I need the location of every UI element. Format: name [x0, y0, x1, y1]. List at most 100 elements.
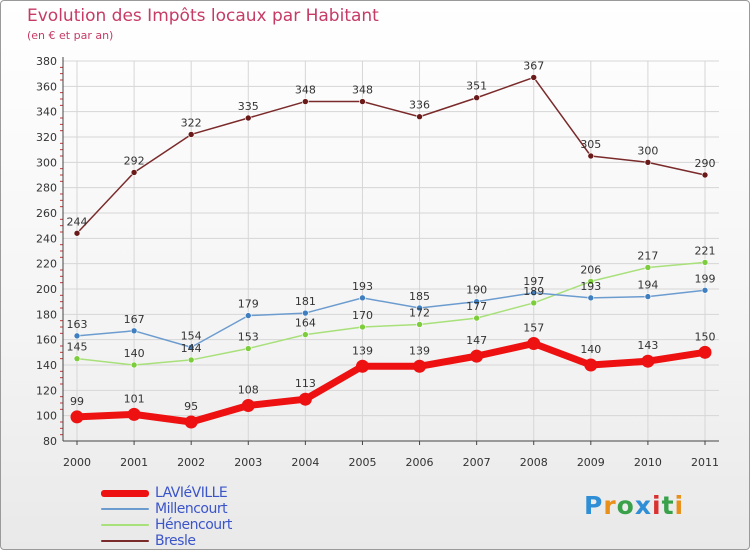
data-label-hénencourt: 140 — [124, 347, 145, 360]
data-label-bresle: 367 — [523, 59, 544, 72]
data-label-bresle: 292 — [124, 154, 145, 167]
data-label-hénencourt: 177 — [466, 300, 487, 313]
data-point-hénencourt — [187, 356, 195, 364]
data-point-millencourt — [416, 304, 423, 312]
data-point-millencourt — [187, 343, 195, 351]
proxiti-logo: Proxiti — [584, 491, 684, 520]
data-point-laviéville — [298, 392, 312, 406]
data-label-millencourt: 179 — [238, 298, 259, 311]
data-label-hénencourt: 144 — [181, 342, 202, 355]
x-tick-label: 2005 — [348, 456, 376, 469]
y-tick-label: 100 — [36, 410, 57, 423]
data-label-hénencourt: 221 — [695, 244, 716, 257]
data-label-bresle: 336 — [409, 99, 430, 112]
logo-letter: i — [652, 491, 662, 520]
data-label-millencourt: 194 — [637, 279, 658, 292]
data-point-bresle — [530, 74, 538, 81]
logo-letter: P — [584, 491, 604, 520]
series-line-bresle — [76, 76, 706, 235]
data-point-bresle — [701, 171, 709, 179]
data-point-millencourt — [302, 309, 309, 317]
logo-letter: x — [634, 491, 652, 520]
x-tick-label: 2006 — [406, 456, 434, 469]
x-tick-label: 2008 — [520, 456, 548, 469]
data-label-hénencourt: 217 — [637, 249, 658, 262]
data-point-hénencourt — [244, 345, 252, 352]
data-label-bresle: 244 — [67, 215, 88, 228]
data-point-bresle — [130, 169, 138, 176]
x-tick-label: 2003 — [234, 456, 262, 469]
logo-letter: t — [661, 491, 675, 520]
legend-item-bresle: Bresle — [101, 533, 232, 549]
data-point-bresle — [473, 94, 480, 102]
data-point-millencourt — [587, 294, 595, 302]
data-label-laviéville: 157 — [523, 321, 544, 334]
data-point-bresle — [644, 159, 652, 166]
data-point-laviéville — [70, 410, 84, 424]
data-point-millencourt — [644, 293, 652, 300]
y-tick-label: 120 — [36, 384, 57, 397]
y-tick-label: 360 — [36, 80, 57, 93]
data-point-laviéville — [355, 359, 369, 373]
axes: 80 100 120 140 160 180 200 220 240 260 280 300 320 34… — [36, 55, 719, 469]
data-point-laviéville — [184, 415, 198, 429]
data-label-millencourt: 199 — [695, 272, 716, 285]
legend-swatch-bresle — [101, 540, 149, 542]
data-label-bresle: 322 — [181, 116, 202, 129]
x-tick-label: 2007 — [463, 456, 491, 469]
data-label-laviéville: 101 — [124, 392, 145, 405]
data-point-hénencourt — [587, 278, 595, 285]
data-label-millencourt: 185 — [409, 290, 430, 303]
data-label-laviéville: 113 — [295, 377, 316, 390]
data-point-millencourt — [244, 312, 252, 319]
data-point-hénencourt — [302, 331, 309, 338]
x-tick-label: 2010 — [634, 456, 662, 469]
data-label-hénencourt: 170 — [352, 309, 373, 322]
legend-swatch-millencourt — [101, 508, 149, 510]
data-point-hénencourt — [359, 323, 366, 331]
x-tick-label: 2002 — [177, 456, 205, 469]
x-tick-label: 2004 — [291, 456, 319, 469]
data-label-millencourt: 197 — [523, 275, 544, 288]
x-tick-label: 2011 — [691, 456, 719, 469]
legend-item-hénencourt: Hénencourt — [101, 517, 232, 533]
data-label-laviéville: 150 — [695, 330, 716, 343]
legend-swatch-laviéville — [101, 489, 149, 497]
data-point-hénencourt — [530, 299, 538, 307]
y-tick-label: 80 — [43, 435, 57, 448]
legend-item-laviéville: LAVIéVILLE — [101, 485, 232, 501]
data-label-laviéville: 147 — [466, 334, 487, 347]
legend-label: Millencourt — [155, 501, 228, 517]
data-point-laviéville — [584, 358, 598, 372]
data-point-hénencourt — [130, 361, 138, 369]
data-point-hénencourt — [644, 264, 652, 271]
data-point-hénencourt — [701, 259, 709, 266]
data-label-hénencourt: 189 — [523, 285, 544, 298]
series-group — [70, 74, 712, 429]
data-point-millencourt — [473, 298, 480, 305]
data-point-laviéville — [698, 345, 712, 359]
data-label-bresle: 300 — [637, 144, 658, 157]
data-point-millencourt — [73, 332, 81, 340]
legend-item-millencourt: Millencourt — [101, 501, 232, 517]
data-point-bresle — [302, 98, 309, 105]
x-tick-label: 2000 — [63, 456, 91, 469]
data-label-bresle: 351 — [466, 80, 487, 93]
y-tick-label: 180 — [36, 308, 57, 321]
data-label-laviéville: 108 — [238, 384, 259, 397]
data-point-laviéville — [127, 407, 141, 421]
data-label-laviéville: 99 — [70, 395, 84, 408]
data-point-hénencourt — [73, 355, 81, 362]
y-tick-label: 220 — [36, 258, 57, 271]
data-point-laviéville — [413, 359, 427, 373]
legend-label: Hénencourt — [155, 517, 232, 533]
y-tick-label: 320 — [36, 131, 57, 144]
data-point-bresle — [587, 152, 595, 160]
data-point-hénencourt — [473, 314, 480, 322]
data-point-laviéville — [641, 354, 655, 368]
chart-title: Evolution des Impôts locaux par Habitant — [27, 6, 379, 26]
legend-swatch-hénencourt — [101, 524, 149, 526]
data-point-laviéville — [527, 336, 541, 350]
data-label-bresle: 335 — [238, 100, 259, 113]
data-label-laviéville: 139 — [409, 344, 430, 357]
